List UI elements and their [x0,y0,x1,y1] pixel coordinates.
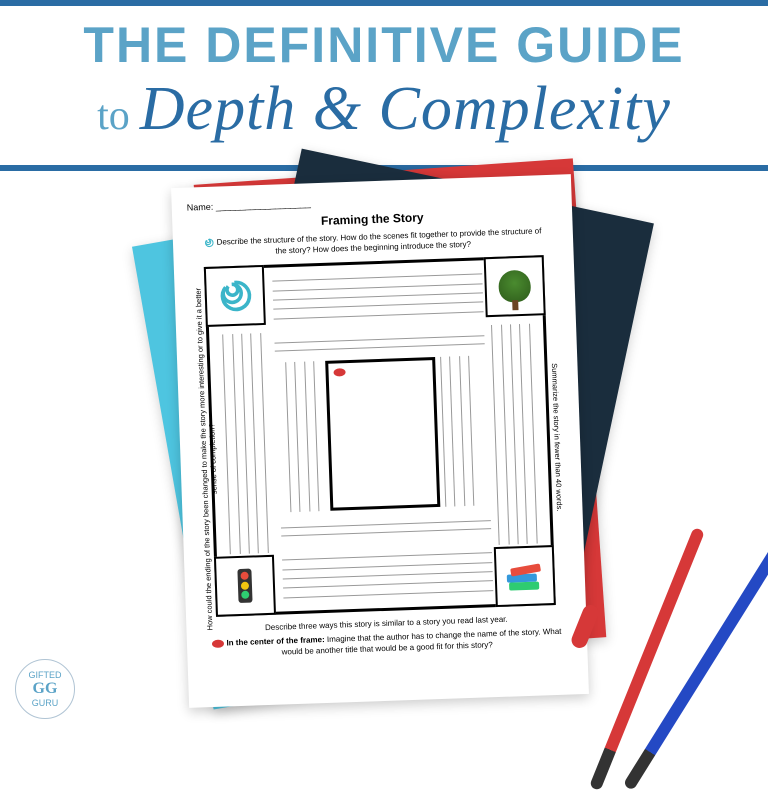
top-prompt-text: Describe the structure of the story. How… [216,226,541,255]
center-box [325,357,440,511]
corner-top-left [204,265,266,327]
edge-right-lines [483,323,546,545]
frame-area: How could the ending of the story been c… [204,255,556,617]
tree-icon [498,270,531,303]
lips-icon [212,640,224,648]
edge-bottom-lines [282,544,494,606]
header-subtitle-row: to Depth & Complexity [20,74,748,145]
logo-mid: GG [33,680,58,698]
logo-bottom: GURU [32,698,59,708]
logo-badge: GIFTED GG GURU [15,659,75,719]
swirl-icon [216,277,253,314]
worksheet: Name: ___________________ Framing the St… [171,174,589,708]
lips-icon [333,368,343,378]
edge-left-lines [214,333,277,555]
logo-top: GIFTED [29,670,62,680]
books-icon [506,561,543,590]
header-script: Depth & Complexity [140,74,671,145]
swirl-icon [204,238,214,248]
header-title: THE DEFINITIVE GUIDE [20,16,748,74]
corner-bottom-left [214,555,276,617]
header-band: THE DEFINITIVE GUIDE to Depth & Complexi… [0,0,768,171]
edge-mid-left [277,361,327,512]
edge-mid-top [274,327,485,359]
stoplight-icon [237,568,252,602]
header-to: to [97,92,130,140]
edge-mid-bottom [281,512,492,544]
edge-top-lines [272,265,484,327]
corner-bottom-right [494,545,556,607]
top-prompt: Describe the structure of the story. How… [198,226,549,259]
edge-mid-right [432,355,482,506]
corner-top-right [484,255,546,317]
scene: Name: ___________________ Framing the St… [0,171,768,739]
